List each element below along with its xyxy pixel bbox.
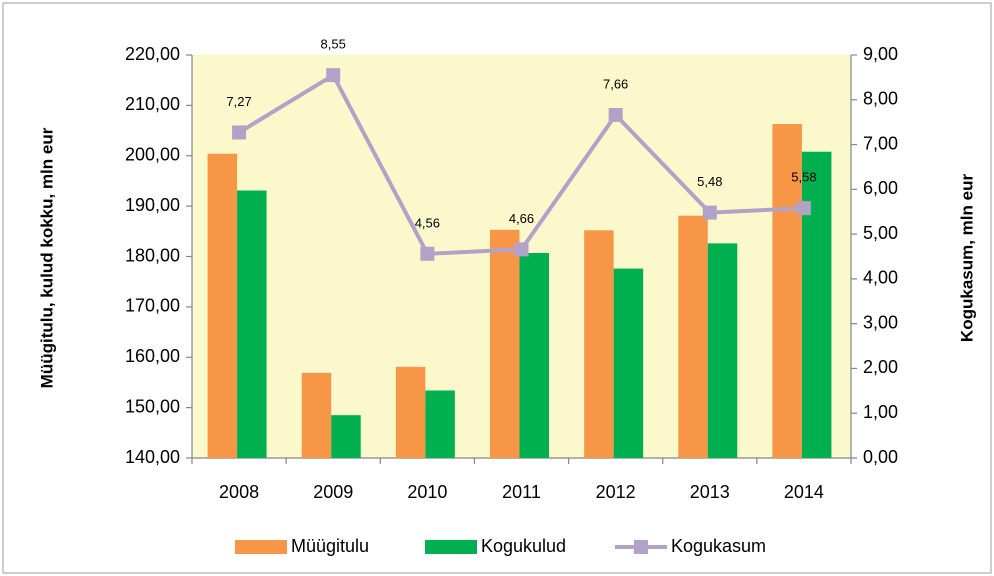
x-tick-label: 2011	[502, 482, 541, 502]
y-tick-label: 190,00	[125, 195, 180, 215]
x-tick-label: 2009	[313, 482, 353, 502]
legend-label: Kogukasum	[671, 536, 766, 556]
bar	[801, 151, 832, 458]
x-tick-label: 2010	[407, 482, 447, 502]
y-tick-label: 140,00	[125, 447, 180, 467]
y2-tick-label: 4,00	[863, 268, 898, 288]
y2-tick-label: 8,00	[863, 89, 898, 109]
y-tick-label: 220,00	[125, 44, 180, 64]
y-tick-label: 150,00	[125, 396, 180, 416]
y-tick-label: 200,00	[125, 145, 180, 165]
y-axis-title: Müügitulu, kulud kokku, mln eur	[37, 127, 56, 388]
x-tick-label: 2008	[219, 482, 259, 502]
line-marker	[796, 201, 811, 216]
line-marker	[608, 108, 623, 123]
data-label: 5,48	[697, 174, 722, 189]
bar	[772, 124, 802, 459]
bar	[207, 153, 238, 459]
line-marker	[326, 68, 341, 83]
bar	[237, 190, 267, 459]
y2-tick-label: 2,00	[863, 357, 898, 377]
bar	[395, 366, 426, 458]
data-label: 4,56	[415, 215, 440, 230]
y2-tick-label: 3,00	[863, 312, 898, 332]
y-tick-label: 180,00	[125, 245, 180, 265]
bar	[678, 215, 708, 458]
y2-axis-title: Kogukasum, mln eur	[957, 174, 976, 343]
y2-tick-label: 1,00	[863, 402, 898, 422]
data-label: 7,27	[226, 94, 251, 109]
bar	[425, 390, 455, 458]
legend-label: Kogukulud	[481, 536, 566, 556]
data-label: 7,66	[603, 76, 628, 91]
y2-tick-label: 0,00	[863, 447, 898, 467]
legend-label: Müügitulu	[291, 536, 369, 556]
bar	[519, 252, 549, 458]
bar	[490, 229, 520, 458]
bar	[301, 372, 332, 458]
x-tick-label: 2013	[690, 482, 730, 502]
line-marker	[232, 125, 247, 140]
data-label: 4,66	[509, 211, 534, 226]
legend-marker	[634, 540, 648, 554]
data-label: 8,55	[321, 37, 346, 52]
x-tick-label: 2012	[596, 482, 636, 502]
line-marker	[420, 246, 435, 261]
y2-tick-label: 6,00	[863, 178, 898, 198]
bar	[584, 230, 614, 458]
x-tick-label: 2014	[784, 482, 824, 502]
y-tick-label: 170,00	[125, 296, 180, 316]
y-tick-label: 160,00	[125, 346, 180, 366]
legend-swatch	[425, 540, 477, 554]
line-marker	[702, 205, 717, 220]
bar	[331, 415, 361, 458]
y2-tick-label: 9,00	[863, 44, 898, 64]
y2-tick-label: 7,00	[863, 133, 898, 153]
legend-swatch	[235, 540, 287, 554]
bar	[707, 243, 738, 458]
line-marker	[514, 242, 529, 257]
y-tick-label: 210,00	[125, 94, 180, 114]
data-label: 5,58	[791, 170, 816, 185]
y2-tick-label: 5,00	[863, 223, 898, 243]
bar	[613, 268, 644, 458]
